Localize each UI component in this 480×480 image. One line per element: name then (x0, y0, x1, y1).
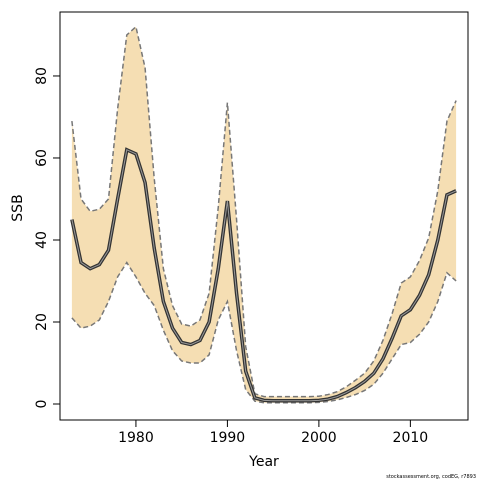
y-tick-label: 80 (34, 67, 50, 85)
band-edge (71, 261, 457, 404)
x-tick-label: 1980 (118, 430, 154, 446)
band-edge (71, 25, 457, 398)
y-tick-label: 40 (34, 231, 50, 249)
x-tick-label: 2000 (301, 430, 337, 446)
y-tick-label: 60 (34, 149, 50, 167)
confidence-band (71, 26, 457, 403)
plot-frame (59, 11, 469, 421)
y-tick-label: 20 (34, 313, 50, 331)
estimate-line-core (71, 149, 457, 402)
y-axis-label: SSB (10, 194, 26, 221)
footnote: stockassessment.org, codEG, r7893 (386, 474, 476, 480)
x-axis-label: Year (248, 454, 279, 470)
x-tick-label: 2010 (393, 430, 429, 446)
y-tick-label: 0 (34, 400, 50, 409)
x-tick-label: 1990 (210, 430, 246, 446)
